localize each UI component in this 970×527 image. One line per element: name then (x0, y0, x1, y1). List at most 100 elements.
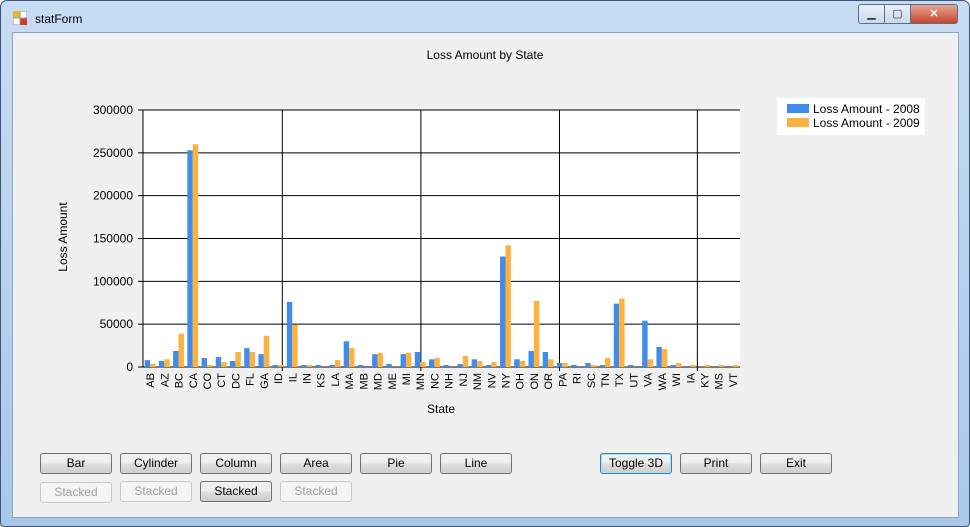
print-button[interactable]: Print (680, 453, 752, 474)
y-tick-label: 250000 (93, 146, 133, 160)
bar-WA-2009 (661, 349, 668, 367)
bar-NH-2008 (443, 365, 449, 367)
legend: Loss Amount - 2008 Loss Amount - 2009 (777, 98, 925, 135)
title-bar: statForm ▁ ▢ ✕ (1, 1, 969, 31)
line-button[interactable]: Line (440, 453, 512, 474)
bar-BC-2008 (173, 350, 179, 367)
bar-LA-2009 (334, 360, 341, 367)
x-tick-label: OH (515, 373, 527, 390)
bar-OH-2008 (514, 359, 520, 367)
column-stacked-button[interactable]: Stacked (200, 481, 272, 502)
bar-ON-2008 (528, 350, 534, 367)
y-tick-label: 150000 (93, 232, 133, 246)
bar-LA-2008 (329, 365, 335, 367)
x-tick-label: DC (230, 373, 242, 389)
bar-MD-2008 (372, 354, 378, 367)
bar-FL-2008 (244, 348, 250, 367)
x-tick-label: MS (714, 373, 726, 390)
y-tick-label: 0 (126, 360, 133, 374)
x-tick-label: SC (586, 373, 598, 388)
app-icon (13, 11, 27, 25)
bar-CA-2009 (192, 144, 199, 367)
bar-MA-2008 (343, 341, 350, 367)
x-tick-label: IL (287, 373, 299, 382)
x-tick-label: IN (301, 373, 313, 384)
area-stacked-button[interactable]: Stacked (280, 481, 352, 502)
bar-AB-2009 (150, 364, 156, 367)
bar-button[interactable]: Bar (40, 453, 112, 474)
bar-WA-2008 (656, 346, 662, 367)
x-tick-label: MN (415, 373, 427, 390)
x-tick-label: OR (543, 373, 555, 390)
close-button[interactable]: ✕ (910, 4, 958, 24)
x-tick-label: FL (245, 373, 257, 386)
cylinder-button[interactable]: Cylinder (120, 453, 192, 474)
x-tick-label: UT (628, 373, 640, 388)
bar-KS-2008 (315, 365, 321, 367)
bar-NY-2009 (505, 245, 511, 367)
x-tick-label: CO (202, 373, 214, 390)
bar-MI-2008 (400, 354, 406, 367)
x-tick-label: IA (685, 372, 697, 383)
x-tick-label: WI (671, 373, 683, 386)
x-tick-label: TX (614, 372, 626, 387)
bar-stacked-button[interactable]: Stacked (40, 482, 112, 503)
pie-button[interactable]: Pie (360, 453, 432, 474)
bar-SC-2008 (585, 362, 591, 367)
bar-WI-2008 (670, 365, 677, 367)
x-tick-label: NC (429, 373, 441, 389)
x-tick-label: NJ (458, 373, 470, 386)
bar-MB-2008 (357, 365, 364, 367)
bar-TX-2009 (619, 298, 625, 367)
area-button[interactable]: Area (280, 453, 352, 474)
bar-CO-2009 (206, 365, 213, 367)
bar-IL-2008 (286, 301, 293, 367)
bar-TX-2008 (613, 303, 620, 367)
x-tick-label: LA (330, 372, 342, 386)
x-tick-label: GA (259, 372, 271, 389)
bar-AZ-2009 (164, 359, 170, 367)
bar-MI-2009 (405, 352, 412, 367)
bar-ON-2009 (533, 301, 540, 367)
bar-FL-2009 (249, 352, 256, 367)
bar-NC-2009 (434, 358, 440, 367)
bar-ID-2008 (272, 365, 279, 367)
bar-TN-2009 (604, 358, 611, 367)
bar-GA-2008 (258, 354, 264, 367)
x-tick-label: VA (643, 372, 655, 387)
column-button[interactable]: Column (200, 453, 272, 474)
toggle-3d-button[interactable]: Toggle 3D (600, 453, 672, 474)
x-tick-label: MA (344, 372, 356, 389)
legend-label-2008: Loss Amount - 2008 (813, 102, 920, 116)
bar-DC-2008 (229, 361, 236, 367)
cylinder-stacked-button[interactable]: Stacked (120, 481, 192, 502)
bar-VT-2009 (732, 365, 739, 367)
bar-NM-2008 (471, 359, 478, 367)
bar-NC-2008 (428, 359, 435, 367)
exit-button[interactable]: Exit (760, 453, 832, 474)
bar-WI-2009 (676, 362, 682, 367)
x-tick-label: NV (486, 372, 498, 388)
x-tick-label: AB (145, 373, 157, 388)
bar-NM-2009 (477, 361, 483, 367)
legend-swatch-2008 (787, 104, 809, 113)
bar-KY-2009 (704, 365, 710, 367)
x-tick-label: MB (358, 373, 370, 390)
maximize-button[interactable]: ▢ (884, 4, 911, 24)
bar-CT-2008 (215, 356, 222, 367)
y-axis-label: Loss Amount (56, 202, 70, 272)
x-tick-label: KY (699, 372, 711, 387)
bar-NV-2008 (485, 365, 492, 367)
window-title: statForm (35, 12, 83, 26)
bar-MS-2009 (718, 365, 725, 367)
bar-NJ-2008 (457, 364, 463, 367)
x-tick-label: WA (657, 372, 669, 390)
bar-VA-2008 (642, 320, 648, 367)
bar-MN-2009 (420, 362, 426, 367)
x-tick-label: RI (572, 373, 584, 384)
bar-CO-2008 (201, 358, 207, 367)
x-tick-label: CA (188, 372, 200, 388)
x-tick-label: VT (728, 373, 740, 387)
x-tick-label: PA (557, 372, 569, 387)
bar-CA-2008 (187, 150, 193, 367)
